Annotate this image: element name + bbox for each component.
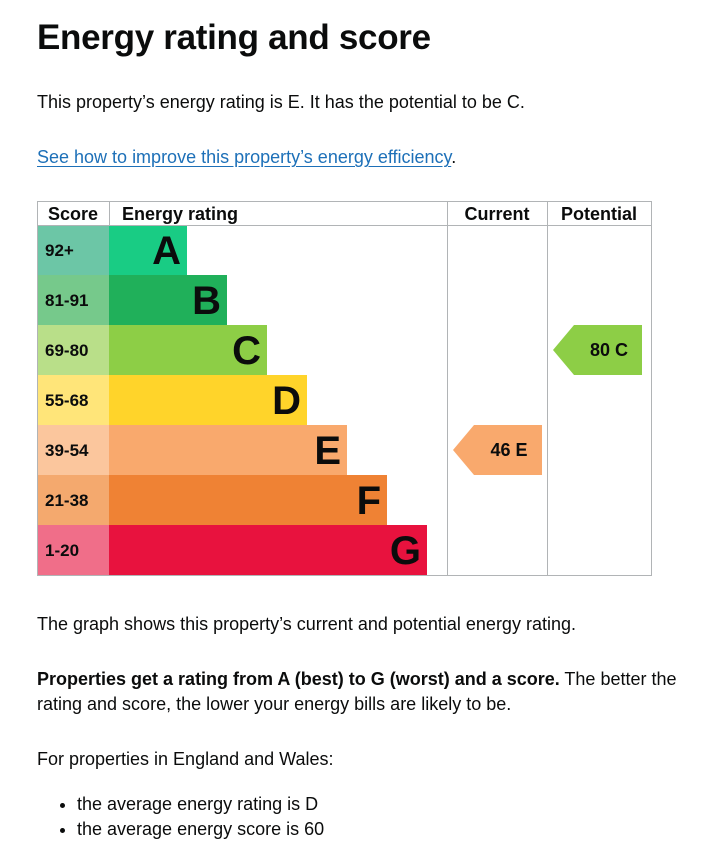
- score-cell: [37, 525, 109, 575]
- rating-letter: B: [192, 279, 221, 323]
- rating-letter: E: [314, 429, 341, 473]
- energy-rating-chart: 92+ A 81-91 B 69-80 C 55-68 D 39-54 E 21-38 F 1-20 G S…: [37, 201, 652, 576]
- rating-letter: D: [272, 379, 301, 423]
- rating-summary: This property’s energy rating is E. It h…: [37, 92, 525, 112]
- rating-bar: [109, 425, 347, 475]
- potential-rating-label: 80 C: [590, 340, 628, 360]
- header-potential: Potential: [561, 204, 637, 224]
- list-item: the average energy score is 60: [77, 817, 324, 842]
- score-cell: [37, 375, 109, 425]
- current-rating-label: 46 E: [490, 440, 527, 460]
- rating-explanation: Properties get a rating from A (best) to…: [37, 667, 677, 717]
- rating-letter: C: [232, 329, 261, 373]
- rating-bar: [109, 475, 387, 525]
- rating-letter: A: [152, 229, 181, 273]
- improve-efficiency-link[interactable]: See how to improve this property’s energ…: [37, 147, 452, 167]
- score-label: 55-68: [45, 391, 88, 410]
- graph-note: The graph shows this property’s current …: [37, 614, 576, 634]
- rating-letter: F: [357, 479, 381, 523]
- score-label: 81-91: [45, 291, 88, 310]
- score-label: 92+: [45, 241, 74, 260]
- rating-bar: [109, 225, 187, 275]
- score-label: 39-54: [45, 441, 89, 460]
- list-item: the average energy rating is D: [77, 792, 324, 817]
- header-energy-rating: Energy rating: [122, 204, 238, 224]
- averages-intro: For properties in England and Wales:: [37, 749, 334, 769]
- rating-bar: [109, 325, 267, 375]
- header-score: Score: [48, 204, 98, 224]
- score-cell: [37, 325, 109, 375]
- header-current: Current: [464, 204, 529, 224]
- page-title: Energy rating and score: [37, 18, 431, 57]
- improve-paragraph: See how to improve this property’s energ…: [37, 145, 456, 170]
- score-label: 1-20: [45, 541, 79, 560]
- potential-arrow: [553, 325, 642, 375]
- averages-list: the average energy rating is D the avera…: [37, 792, 324, 842]
- score-cell: [37, 425, 109, 475]
- rating-bar: [109, 525, 427, 575]
- score-label: 69-80: [45, 341, 88, 360]
- rating-bar: [109, 275, 227, 325]
- score-cell: [37, 275, 109, 325]
- rating-explanation-bold: Properties get a rating from A (best) to…: [37, 669, 560, 689]
- rating-bar: [109, 375, 307, 425]
- improve-suffix: .: [451, 147, 457, 167]
- chart-border: [37, 201, 652, 576]
- rating-letter: G: [390, 529, 421, 573]
- score-cell: [37, 475, 109, 525]
- current-arrow: [453, 425, 542, 475]
- rating-explanation-rest: The better the rating and score, the low…: [37, 669, 677, 714]
- score-label: 21-38: [45, 491, 88, 510]
- score-cell: [37, 225, 109, 275]
